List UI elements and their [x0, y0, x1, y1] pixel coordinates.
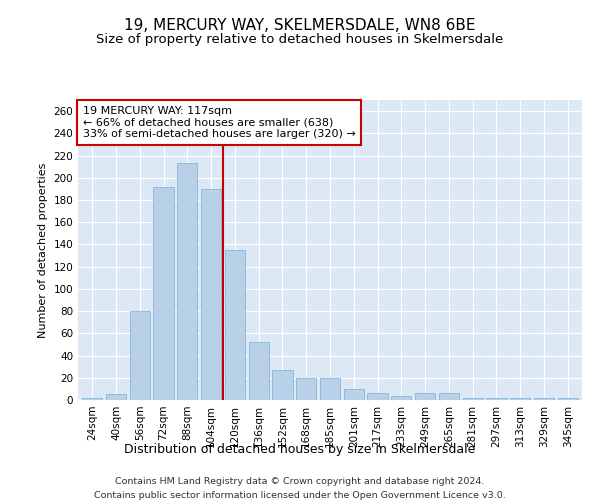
- Bar: [344, 389, 364, 400]
- Bar: [130, 311, 150, 400]
- Text: 19, MERCURY WAY, SKELMERSDALE, WN8 6BE: 19, MERCURY WAY, SKELMERSDALE, WN8 6BE: [124, 18, 476, 32]
- Bar: [557, 398, 578, 400]
- Bar: [272, 370, 293, 400]
- Bar: [106, 394, 126, 400]
- Text: Contains HM Land Registry data © Crown copyright and database right 2024.: Contains HM Land Registry data © Crown c…: [115, 478, 485, 486]
- Bar: [463, 398, 483, 400]
- Bar: [367, 394, 388, 400]
- Bar: [510, 398, 530, 400]
- Bar: [439, 394, 459, 400]
- Bar: [487, 398, 506, 400]
- Bar: [415, 394, 435, 400]
- Bar: [391, 396, 412, 400]
- Bar: [320, 378, 340, 400]
- Bar: [82, 398, 103, 400]
- Bar: [201, 189, 221, 400]
- Y-axis label: Number of detached properties: Number of detached properties: [38, 162, 48, 338]
- Text: 19 MERCURY WAY: 117sqm
← 66% of detached houses are smaller (638)
33% of semi-de: 19 MERCURY WAY: 117sqm ← 66% of detached…: [83, 106, 356, 139]
- Text: Distribution of detached houses by size in Skelmersdale: Distribution of detached houses by size …: [124, 442, 476, 456]
- Bar: [248, 342, 269, 400]
- Text: Contains public sector information licensed under the Open Government Licence v3: Contains public sector information licen…: [94, 491, 506, 500]
- Bar: [534, 398, 554, 400]
- Bar: [154, 186, 173, 400]
- Bar: [225, 250, 245, 400]
- Bar: [296, 378, 316, 400]
- Text: Size of property relative to detached houses in Skelmersdale: Size of property relative to detached ho…: [97, 32, 503, 46]
- Bar: [177, 164, 197, 400]
